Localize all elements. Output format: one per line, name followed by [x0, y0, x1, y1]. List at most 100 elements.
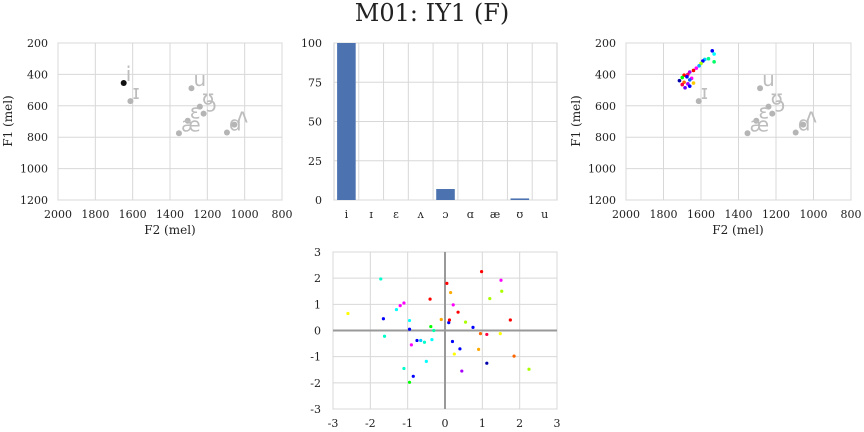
data-point	[479, 270, 484, 274]
token-point	[680, 75, 685, 80]
y-tick-label: 50	[308, 116, 322, 129]
x-tick-label: 1800	[81, 208, 109, 221]
vowel-label: u	[762, 67, 775, 91]
data-point	[508, 318, 512, 322]
x-tick-label: ʌ	[417, 208, 425, 221]
vowel-mean-point	[184, 117, 191, 124]
vowel-label: ɪ	[701, 80, 708, 104]
vowel-label: ɔ	[774, 93, 785, 117]
x-tick-label: 800	[841, 208, 862, 221]
y-tick-label: 3	[314, 246, 321, 259]
y-tick-label: 0	[314, 325, 321, 338]
tick-labels: 2000 1800 1600 1400 1200 1000 800 200 400 600 800 1…	[588, 37, 862, 221]
x-tick-label: 800	[272, 208, 293, 221]
data-point	[456, 310, 460, 314]
figure-title: M01: IY1 (F)	[355, 0, 509, 27]
histogram-bar	[510, 198, 530, 200]
y-tick-label: 75	[308, 76, 322, 89]
data-point	[429, 324, 433, 329]
data-point	[346, 311, 350, 316]
data-point	[382, 334, 387, 338]
data-point	[428, 297, 432, 301]
grid	[334, 42, 557, 201]
x-tick-label: 1000	[800, 208, 828, 221]
y-tick-label: 400	[27, 68, 48, 81]
data-point	[394, 307, 399, 312]
vowel-mean-point	[757, 85, 764, 92]
vowel-label: ɪ	[132, 80, 139, 104]
plot-marks: ɪuʊɔɛæɑʌ	[677, 49, 817, 137]
data-point	[498, 332, 502, 336]
vowel-label: ɛ	[190, 100, 201, 124]
vowel-histogram-panel: 0 25 50 75 100 i ɪ ɛ ʌ ɔ ɑ æ ʊ u	[301, 37, 558, 221]
token-point	[712, 60, 716, 64]
x-tick-label: u	[541, 208, 548, 221]
vowel-mean-point	[200, 110, 207, 117]
y-tick-label: 100	[301, 37, 322, 50]
vowel-label: æ	[181, 112, 201, 136]
grid	[332, 251, 558, 410]
vowel-mean-point	[753, 117, 760, 124]
x-axis-label: F2 (mel)	[712, 223, 763, 237]
token-point	[680, 82, 685, 87]
x-tick-label: 1800	[650, 208, 678, 221]
vowel-mean-point	[800, 121, 807, 128]
token-point	[691, 81, 696, 85]
x-tick-label: 2000	[44, 208, 72, 221]
token-point	[691, 68, 696, 73]
vowel-mean-point	[120, 80, 127, 87]
y-tick-label: -1	[310, 351, 321, 364]
token-point	[712, 52, 716, 56]
y-tick-label: 400	[595, 68, 616, 81]
y-tick-label: 1000	[20, 163, 48, 176]
data-point	[432, 328, 436, 333]
token-point	[677, 78, 682, 83]
data-point	[447, 318, 452, 322]
x-tick-label: 1600	[119, 208, 147, 221]
data-point	[449, 290, 453, 295]
x-tick-label: ɑ	[467, 208, 474, 221]
x-tick-label: 0	[442, 417, 449, 430]
x-tick-label: -3	[328, 417, 339, 430]
data-point	[419, 338, 423, 343]
data-point	[512, 354, 516, 358]
vowel-label: ʌ	[805, 104, 817, 128]
vowel-label: ɛ	[758, 100, 769, 124]
data-point	[439, 317, 443, 322]
data-point	[381, 317, 385, 321]
token-point	[683, 85, 687, 90]
vowel-mean-point	[175, 130, 182, 137]
y-tick-label: -2	[310, 377, 321, 390]
token-point	[685, 74, 689, 79]
data-point	[478, 332, 483, 336]
plot-marks	[346, 270, 531, 384]
y-tick-label: 1200	[20, 194, 48, 207]
x-tick-label: i	[345, 208, 349, 221]
x-tick-label: æ	[490, 208, 500, 221]
token-point	[687, 84, 692, 88]
data-point	[485, 361, 489, 365]
data-point	[424, 359, 428, 363]
histogram-bar	[436, 189, 455, 200]
data-point	[409, 343, 413, 347]
x-tick-label: ɔ	[442, 208, 448, 221]
data-point	[411, 374, 415, 378]
tick-labels: 2000 1800 1600 1400 1200 1000 800 200 400 600 800 1…	[20, 37, 293, 221]
y-tick-label: 800	[595, 131, 616, 144]
data-point	[430, 338, 434, 342]
vowel-label: i	[126, 62, 132, 86]
vowel-label: ʊ	[202, 86, 214, 110]
data-point	[415, 338, 419, 343]
x-tick-label: 2000	[612, 208, 640, 221]
x-tick-label: 1000	[231, 208, 259, 221]
tick-labels: 0 25 50 75 100 i ɪ ɛ ʌ ɔ ɑ æ ʊ u	[301, 37, 548, 221]
vowel-mean-point	[744, 130, 751, 137]
vowel-label: æ	[750, 112, 770, 136]
data-point	[445, 281, 449, 285]
y-tick-label: 2	[314, 272, 321, 285]
x-tick-label: ɛ	[393, 208, 399, 221]
x-tick-label: ʊ	[516, 208, 523, 221]
vowel-label: ɔ	[206, 93, 217, 117]
x-tick-label: 1	[479, 417, 486, 430]
data-point	[485, 332, 489, 337]
